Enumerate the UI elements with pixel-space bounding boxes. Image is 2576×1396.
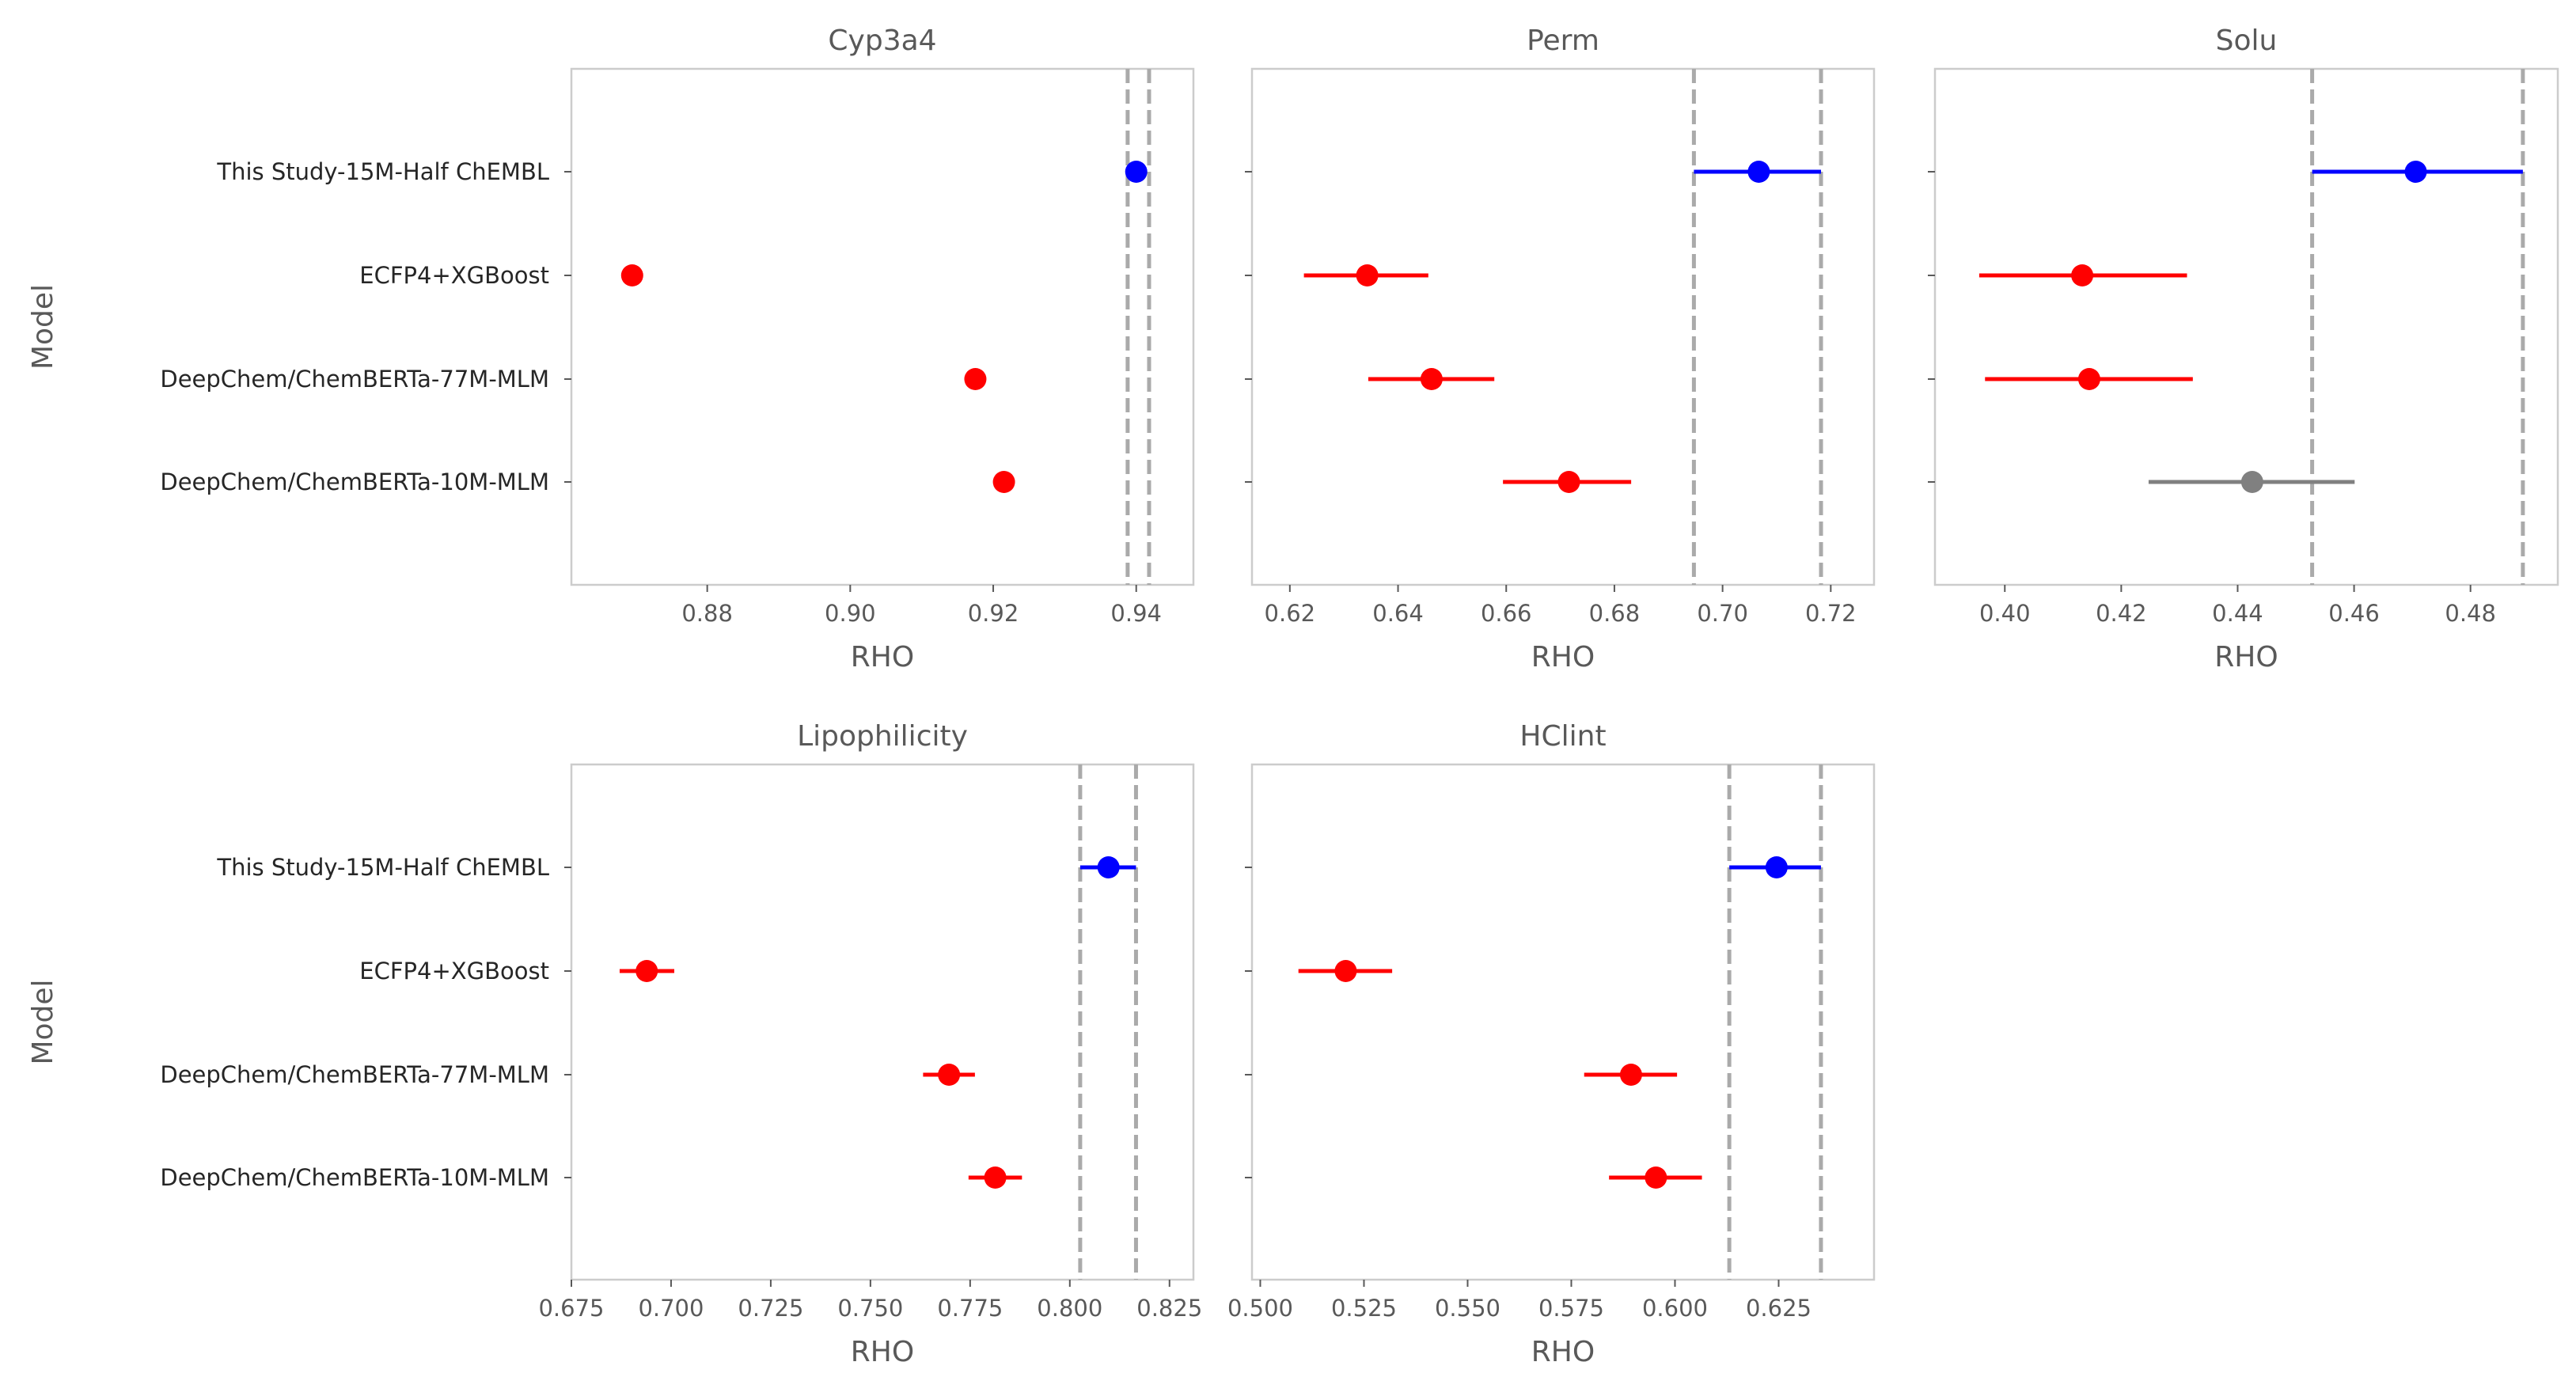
x-tick-label: 0.44: [2212, 600, 2263, 627]
x-tick-label: 0.500: [1227, 1295, 1293, 1322]
panel-title: HClint: [1519, 720, 1606, 753]
x-axis-label: RHO: [2214, 641, 2278, 673]
data-point: [964, 368, 987, 390]
x-tick-label: 0.46: [2328, 600, 2380, 627]
data-point: [2071, 264, 2094, 286]
x-tick-label: 0.675: [538, 1295, 604, 1322]
x-tick-label: 0.64: [1372, 600, 1424, 627]
data-point: [635, 960, 658, 982]
plot-frame: [570, 67, 1195, 586]
x-tick-label: 0.62: [1265, 600, 1316, 627]
y-tick-label: DeepChem/ChemBERTa-10M-MLM: [160, 468, 549, 495]
x-tick-label: 0.700: [638, 1295, 704, 1322]
data-point: [984, 1166, 1007, 1189]
y-axis-label: Model: [27, 284, 59, 370]
x-tick-label: 0.94: [1110, 600, 1162, 627]
x-tick-label: 0.66: [1481, 600, 1532, 627]
plot-frame: [1250, 763, 1876, 1281]
x-tick-label: 0.800: [1037, 1295, 1102, 1322]
x-axis-label: RHO: [1531, 641, 1595, 673]
x-tick-label: 0.72: [1805, 600, 1857, 627]
panel-lipophilicity: Lipophilicity 0.675 0.700 0.725 0.750 0.775 0.…: [27, 720, 1202, 1368]
x-tick-label: 0.88: [681, 600, 733, 627]
x-tick-label: 0.600: [1642, 1295, 1708, 1322]
data-point: [2404, 161, 2427, 183]
y-tick-label: ECFP4+XGBoost: [359, 262, 549, 289]
x-tick-label: 0.90: [825, 600, 876, 627]
x-tick-label: 0.40: [1979, 600, 2031, 627]
panel-cyp3a4: Cyp3a4 0.88 0.90 0.92 0.94 RHO This Study-15M-…: [27, 25, 1195, 673]
panel-title: Solu: [2216, 25, 2278, 57]
y-axis-label: Model: [27, 979, 59, 1064]
x-tick-label: 0.575: [1538, 1295, 1604, 1322]
x-tick-label: 0.70: [1697, 600, 1748, 627]
panel-title: Perm: [1527, 25, 1599, 57]
data-point: [620, 264, 643, 286]
x-tick-label: 0.525: [1331, 1295, 1397, 1322]
data-point: [1334, 960, 1357, 982]
x-tick-label: 0.42: [2096, 600, 2147, 627]
plot-frame: [570, 763, 1195, 1281]
data-point: [1645, 1166, 1667, 1189]
data-point: [1420, 368, 1443, 390]
data-point: [992, 471, 1015, 493]
data-point: [1097, 856, 1120, 878]
data-point: [1125, 161, 1148, 183]
data-point: [1619, 1064, 1642, 1086]
x-tick-label: 0.750: [837, 1295, 903, 1322]
panel-title: Cyp3a4: [828, 25, 936, 57]
x-tick-label: 0.775: [937, 1295, 1003, 1322]
y-tick-label: DeepChem/ChemBERTa-77M-MLM: [160, 1061, 549, 1088]
x-tick-label: 0.550: [1435, 1295, 1500, 1322]
x-tick-label: 0.825: [1136, 1295, 1202, 1322]
data-point: [1356, 264, 1379, 286]
data-point: [2077, 368, 2100, 390]
data-point: [2240, 471, 2263, 493]
x-tick-label: 0.48: [2445, 600, 2496, 627]
data-point: [1765, 856, 1788, 878]
panel-hclint: HClint 0.500 0.525 0.550 0.575 0.600 0.625 RHO: [1227, 720, 1876, 1368]
data-point: [1557, 471, 1580, 493]
y-tick-label: This Study-15M-Half ChEMBL: [216, 854, 549, 881]
plot-frame: [1933, 67, 2559, 586]
y-tick-label: This Study-15M-Half ChEMBL: [216, 158, 549, 185]
y-tick-label: DeepChem/ChemBERTa-10M-MLM: [160, 1164, 549, 1191]
x-axis-label: RHO: [851, 641, 914, 673]
x-tick-label: 0.725: [738, 1295, 803, 1322]
x-tick-label: 0.625: [1746, 1295, 1812, 1322]
x-tick-label: 0.68: [1589, 600, 1641, 627]
y-tick-label: DeepChem/ChemBERTa-77M-MLM: [160, 366, 549, 393]
data-point: [938, 1064, 961, 1086]
y-tick-label: ECFP4+XGBoost: [359, 958, 549, 984]
panel-title: Lipophilicity: [797, 720, 968, 753]
plot-frame: [1250, 67, 1876, 586]
x-axis-label: RHO: [851, 1336, 914, 1368]
data-point: [1747, 161, 1770, 183]
x-tick-label: 0.92: [968, 600, 1019, 627]
panel-solu: Solu 0.40 0.42 0.44 0.46 0.48 RHO: [1928, 25, 2559, 673]
panel-perm: Perm 0.62 0.64 0.66 0.68 0.70 0.72 RHO: [1245, 25, 1876, 673]
x-axis-label: RHO: [1531, 1336, 1595, 1368]
